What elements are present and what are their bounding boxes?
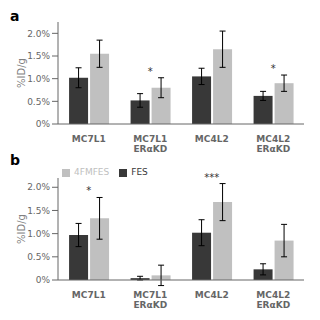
- svg-text:0.5%: 0.5%: [27, 252, 50, 262]
- svg-text:1.5%: 1.5%: [27, 51, 50, 61]
- svg-text:MC4L2: MC4L2: [195, 134, 229, 144]
- svg-text:2.0%: 2.0%: [27, 29, 50, 39]
- svg-text:%ID/g: %ID/g: [16, 58, 27, 88]
- svg-text:0%: 0%: [36, 119, 51, 129]
- html-text:FES: FES: [131, 167, 148, 177]
- svg-text:MC4L2: MC4L2: [195, 290, 229, 300]
- svg-text:0%: 0%: [36, 275, 51, 285]
- svg-text:1.5%: 1.5%: [27, 206, 50, 216]
- html-text:4FMFES: 4FMFES: [74, 167, 110, 177]
- svg-text:MC4L2ERαKD: MC4L2ERαKD: [256, 134, 290, 152]
- svg-text:MC4L2ERαKD: MC4L2ERαKD: [256, 290, 290, 308]
- html-text:b: b: [10, 152, 20, 168]
- svg-text:MC7L1: MC7L1: [72, 290, 106, 300]
- svg-text:%ID/g: %ID/g: [16, 214, 27, 244]
- html-text:a: a: [10, 8, 20, 24]
- svg-text:2.0%: 2.0%: [27, 182, 50, 192]
- svg-text:*: *: [148, 66, 153, 77]
- svg-text:*: *: [86, 185, 91, 196]
- svg-text:MC7L1ERαKD: MC7L1ERαKD: [133, 290, 167, 308]
- svg-text:*: *: [271, 63, 276, 74]
- svg-text:1.0%: 1.0%: [27, 74, 50, 84]
- svg-text:0.5%: 0.5%: [27, 97, 50, 107]
- svg-text:MC7L1: MC7L1: [72, 134, 106, 144]
- svg-text:MC7L1ERαKD: MC7L1ERαKD: [133, 134, 167, 152]
- svg-text:***: ***: [204, 172, 219, 183]
- svg-text:1.0%: 1.0%: [27, 229, 50, 239]
